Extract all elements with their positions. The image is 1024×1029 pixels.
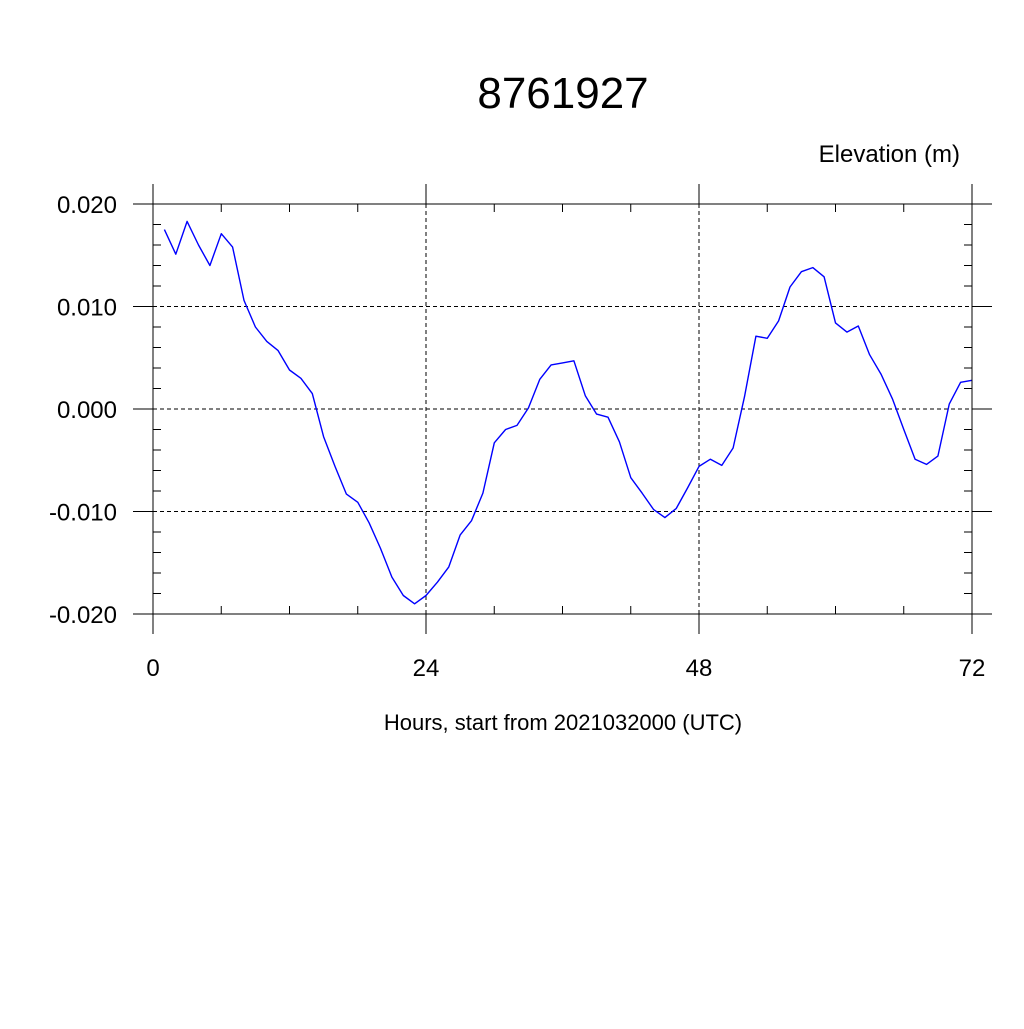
y-tick-label: 0.020 [57, 192, 117, 219]
units-label: Elevation (m) [819, 141, 960, 168]
tick-layer [133, 184, 992, 634]
x-tick-label: 24 [413, 655, 440, 682]
plot-frame [152, 203, 973, 615]
y-tick-label: 0.010 [57, 295, 117, 322]
x-tick-label: 72 [959, 655, 986, 682]
y-tick-label: -0.020 [49, 602, 117, 629]
tick-label-layer: -0.020 -0.010 0.000 0.010 0.020 0 24 48 72 [49, 192, 985, 682]
x-tick-label: 48 [686, 655, 713, 682]
y-tick-label: 0.000 [57, 397, 117, 424]
series-layer [163, 220, 973, 605]
chart-title: 8761927 [477, 69, 648, 118]
grid-layer [152, 203, 973, 615]
y-tick-label: -0.010 [49, 500, 117, 527]
x-tick-label: 0 [146, 655, 159, 682]
x-axis-label: Hours, start from 2021032000 (UTC) [384, 710, 742, 735]
series-line [163, 220, 973, 605]
